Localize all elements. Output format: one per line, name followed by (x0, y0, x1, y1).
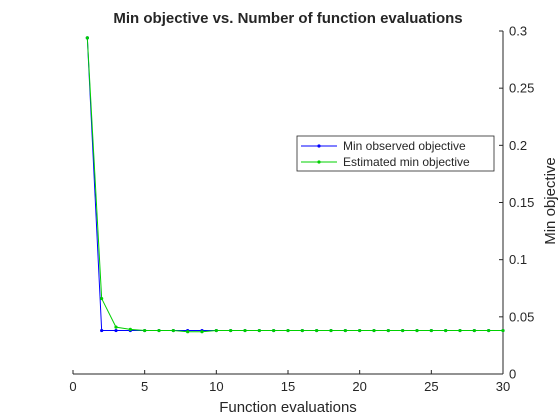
x-tick-label: 30 (496, 379, 510, 394)
y-tick-label: 0.1 (509, 252, 527, 267)
series-line-2 (86, 37, 503, 333)
series-2-point (229, 328, 233, 333)
x-tick-label: 0 (69, 379, 76, 394)
x-tick-label: 10 (209, 379, 223, 394)
x-tick-label: 15 (281, 379, 295, 394)
series-2-point (458, 328, 462, 333)
series-2-point (372, 328, 376, 333)
chart-title: Min objective vs. Number of function eva… (113, 10, 462, 27)
series-2-point (214, 328, 218, 333)
series-2-point (243, 328, 247, 333)
series-2-point (386, 328, 390, 333)
series-2-point (186, 330, 190, 334)
series-2-point (300, 328, 304, 333)
series-2-point (501, 328, 505, 333)
y-tick-label: 0 (509, 367, 516, 382)
series-2-point (114, 325, 118, 329)
y-tick-label: 0.3 (509, 24, 527, 39)
legend[interactable]: Min observed objective Estimated min obje… (296, 135, 495, 172)
series-2-point (329, 328, 333, 333)
x-axis-label: Function evaluations (219, 399, 357, 416)
series-2-point (128, 327, 132, 332)
y-tick-label: 0.25 (509, 81, 534, 96)
y-tick-label: 0.05 (509, 309, 534, 324)
series-2-point (429, 328, 433, 333)
series-2-point (401, 328, 405, 333)
series-2-point (143, 328, 147, 333)
plot-area (85, 36, 505, 334)
series-2-point (171, 328, 175, 333)
x-tick-label: 25 (424, 379, 438, 394)
series-1-point (114, 328, 118, 333)
series-2-point (472, 328, 476, 333)
legend-entry-label: Estimated min objective (343, 155, 470, 169)
legend-swatch-marker (317, 160, 321, 164)
x-tick-label: 20 (352, 379, 366, 394)
series-2-point (444, 328, 448, 333)
series-1-point (100, 328, 104, 333)
series-2-point (358, 328, 362, 333)
y-axis-label: Min objective (542, 157, 559, 245)
legend-entry-label: Min observed objective (343, 139, 466, 153)
series-2-point (487, 328, 491, 333)
legend-box (296, 135, 495, 172)
series-2-point (100, 296, 104, 301)
series-2-point (200, 330, 204, 334)
series-2-point (343, 328, 347, 333)
series-2-point (415, 328, 419, 333)
y-tick-label: 0.15 (509, 195, 534, 210)
series-2-point (257, 328, 261, 333)
series-2-point (157, 328, 161, 333)
series-2-point (85, 36, 89, 40)
y-tick-label: 0.2 (509, 138, 527, 153)
series-2-point (286, 328, 290, 333)
series-2-point (315, 328, 319, 333)
x-tick-label: 5 (141, 379, 148, 394)
legend-swatch-marker (317, 144, 321, 148)
series-2-point (272, 328, 276, 333)
